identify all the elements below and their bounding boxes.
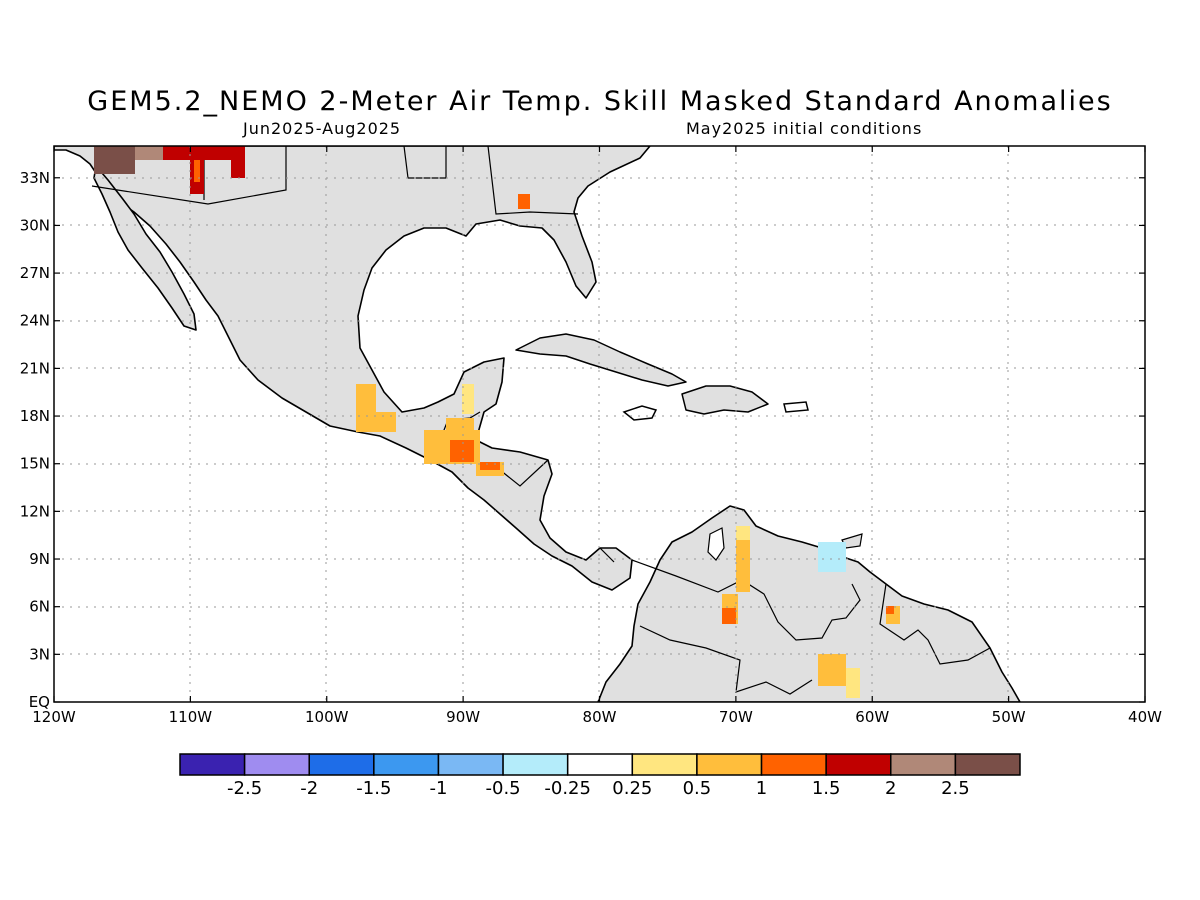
colorbar-swatch: [825, 753, 892, 776]
land-south-america: [597, 505, 1021, 702]
lon-tick-label: 110W: [169, 708, 213, 726]
land-puerto-rico: [783, 401, 809, 413]
colorbar-swatch: [631, 753, 698, 776]
colorbar-label: 1.5: [812, 778, 841, 799]
lon-tick-label: 60W: [855, 708, 889, 726]
lon-tick-label: 50W: [992, 708, 1026, 726]
chart-title: GEM5.2_NEMO 2-Meter Air Temp. Skill Mask…: [87, 86, 1113, 117]
colorbar-label: -2: [300, 778, 318, 799]
colorbar-label: -1.5: [356, 778, 391, 799]
colorbar-label: 0.25: [612, 778, 652, 799]
lat-tick-label: 9N: [29, 550, 50, 568]
colorbar-swatch: [437, 753, 504, 776]
lat-tick-label: 21N: [20, 359, 50, 377]
colorbar-swatch: [954, 753, 1021, 776]
lon-tick-label: 40W: [1128, 708, 1162, 726]
land-jamaica: [622, 405, 658, 421]
colorbar-swatch: [179, 753, 246, 776]
lon-tick-label: 70W: [719, 708, 753, 726]
colorbar-swatch: [373, 753, 440, 776]
colorbar-label: 2: [885, 778, 896, 799]
lat-tick-label: 30N: [20, 216, 50, 234]
forecast-period: Jun2025-Aug2025: [243, 119, 402, 138]
lon-tick-label: 120W: [32, 708, 76, 726]
colorbar-label: -2.5: [227, 778, 262, 799]
colorbar-swatch: [243, 753, 310, 776]
lat-tick-label: 24N: [20, 312, 50, 330]
colorbar-swatch: [696, 753, 763, 776]
lon-tick-label: 90W: [446, 708, 480, 726]
colorbar-swatch: [760, 753, 827, 776]
longitude-axis: 120W 110W 100W 90W 80W 70W 60W 50W 40W: [32, 146, 1162, 726]
graticule: [54, 146, 1145, 702]
lat-tick-label: 12N: [20, 502, 50, 520]
lat-tick-label: EQ: [29, 693, 50, 711]
colorbar-swatch: [502, 753, 569, 776]
colorbar-label: 0.5: [683, 778, 712, 799]
initial-conditions: May2025 initial conditions: [686, 119, 923, 138]
lat-tick-label: 18N: [20, 407, 50, 425]
lat-tick-label: 27N: [20, 264, 50, 282]
latitude-axis: EQ 3N 6N 9N 12N 15N 18N 21N 24N 27N 30N 33N: [20, 169, 1145, 711]
lat-tick-label: 6N: [29, 598, 50, 616]
lat-tick-label: 15N: [20, 455, 50, 473]
land-baja-california: [93, 165, 197, 331]
colorbar-label: 1: [756, 778, 767, 799]
land-hispaniola: [681, 385, 769, 415]
land-cuba: [515, 333, 687, 387]
colorbar-label: -0.25: [544, 778, 591, 799]
country-borders: [91, 146, 991, 695]
lon-tick-label: 80W: [583, 708, 617, 726]
lake-maracaibo: [707, 527, 725, 561]
colorbar-label: -0.5: [486, 778, 521, 799]
colorbar: -2.5 -2 -1.5 -1 -0.5 -0.25 0.25 0.5 1 1.5 2 2.5: [179, 753, 1021, 799]
colorbar-label: 2.5: [941, 778, 970, 799]
map-area: [54, 146, 1145, 702]
colorbar-swatch: [890, 753, 957, 776]
lon-tick-label: 100W: [305, 708, 349, 726]
lat-tick-label: 3N: [29, 645, 50, 663]
lat-tick-label: 33N: [20, 169, 50, 187]
colorbar-swatch: [308, 753, 375, 776]
colorbar-swatch: [566, 753, 634, 776]
colorbar-label: -1: [429, 778, 447, 799]
